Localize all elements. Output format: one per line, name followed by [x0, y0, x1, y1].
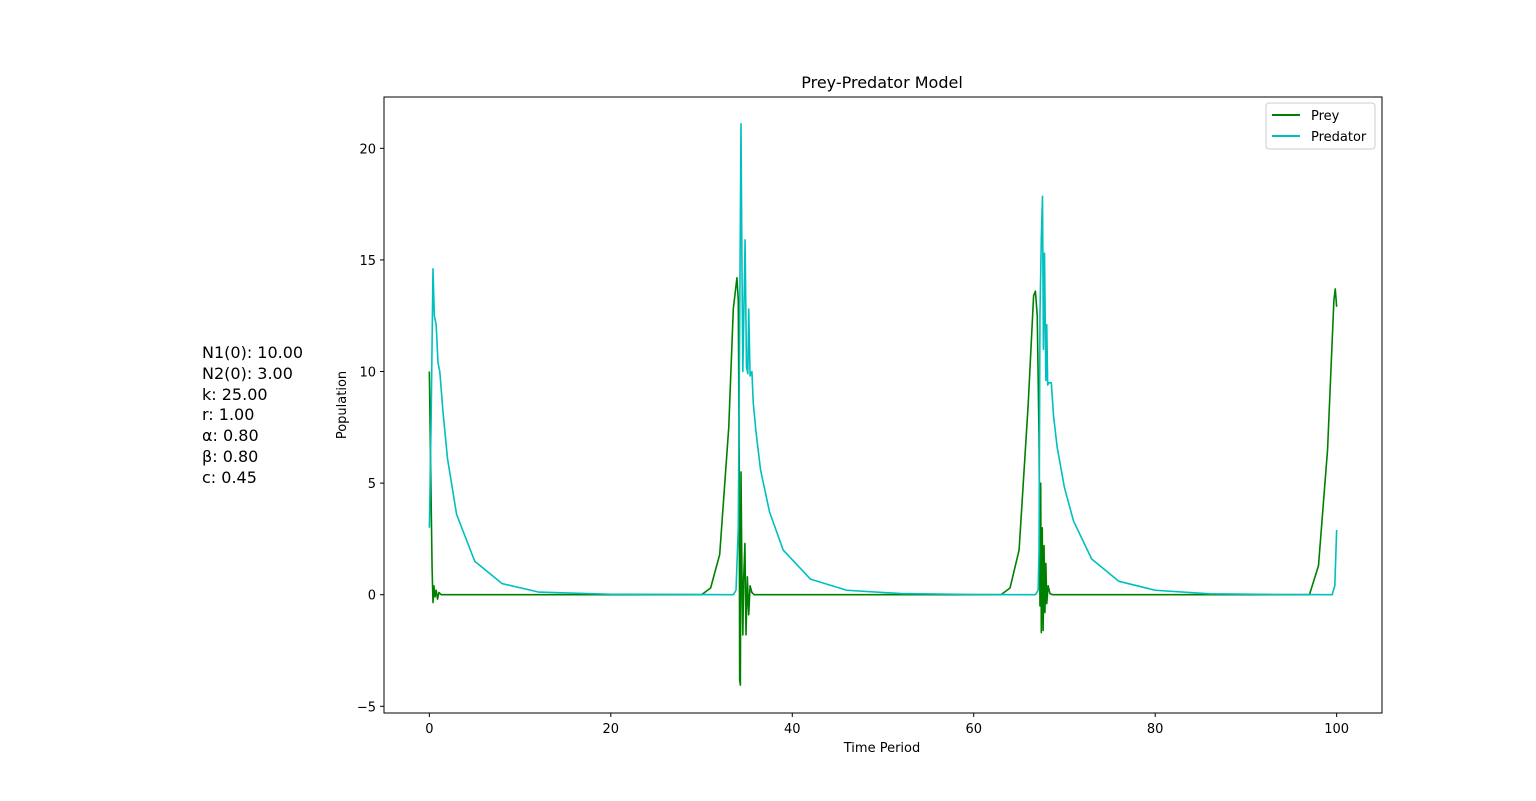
legend-label-prey: Prey — [1311, 109, 1340, 124]
parameter-list: N1(0): 10.00 N2(0): 3.00 k: 25.00 r: 1.00 α:… — [202, 343, 303, 489]
y-tick-label: 0 — [368, 589, 376, 604]
parameter-item: α: 0.80 — [202, 426, 259, 446]
x-tick-label: 60 — [965, 722, 982, 737]
parameter-item: k: 25.00 — [202, 384, 268, 404]
chart-legend: Prey Predator — [1265, 102, 1376, 150]
y-tick-label: 10 — [359, 366, 376, 381]
plot-frame — [383, 96, 1383, 714]
x-axis-label: Time Period — [843, 741, 920, 756]
y-tick-label: 15 — [359, 254, 376, 269]
series-line-predator — [428, 122, 1338, 596]
x-tick-label: 20 — [603, 722, 620, 737]
y-tick-label: 20 — [359, 142, 376, 157]
legend-label-predator: Predator — [1311, 130, 1367, 145]
x-tick-label: 80 — [1147, 722, 1164, 737]
axes: 0 20 40 60 80 100 −5 0 5 10 15 20 — [357, 96, 1383, 737]
series-line-prey — [428, 276, 1338, 686]
parameter-item: β: 0.80 — [202, 446, 259, 466]
parameter-item: N2(0): 3.00 — [202, 363, 293, 383]
y-axis-label: Population — [335, 371, 350, 439]
parameter-item: r: 1.00 — [202, 405, 255, 425]
x-tick-label: 40 — [784, 722, 801, 737]
chart-title: Prey-Predator Model — [801, 73, 963, 92]
y-tick-label: 5 — [368, 477, 376, 492]
y-tick-label: −5 — [357, 700, 376, 715]
x-tick-label: 100 — [1324, 722, 1349, 737]
x-tick-label: 0 — [425, 722, 433, 737]
parameter-item: c: 0.45 — [202, 467, 257, 487]
parameter-item: N1(0): 10.00 — [202, 343, 304, 362]
plot-area — [428, 122, 1338, 686]
